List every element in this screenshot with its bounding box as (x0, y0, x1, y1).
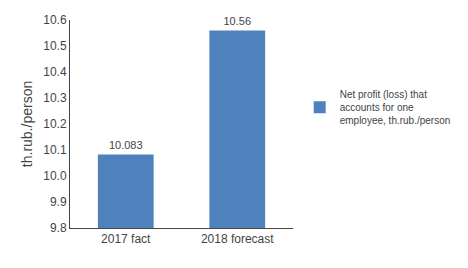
svg-text:10.083: 10.083 (109, 139, 143, 151)
svg-text:th.rub./person: th.rub./person (19, 81, 35, 167)
svg-text:10.2: 10.2 (43, 117, 67, 131)
svg-text:10.1: 10.1 (43, 143, 67, 157)
svg-text:9.8: 9.8 (50, 221, 67, 235)
svg-text:10.0: 10.0 (43, 169, 67, 183)
svg-text:10.6: 10.6 (43, 13, 67, 27)
svg-text:2018 forecast: 2018 forecast (201, 232, 274, 246)
svg-text:10.4: 10.4 (43, 65, 67, 79)
svg-text:10.5: 10.5 (43, 39, 67, 53)
svg-text:2017 fact: 2017 fact (101, 232, 151, 246)
svg-text:Net profit (loss) thataccounts: Net profit (loss) thataccounts for oneem… (340, 89, 451, 126)
svg-text:9.9: 9.9 (50, 195, 67, 209)
svg-text:10.3: 10.3 (43, 91, 67, 105)
svg-text:10.56: 10.56 (223, 15, 251, 27)
